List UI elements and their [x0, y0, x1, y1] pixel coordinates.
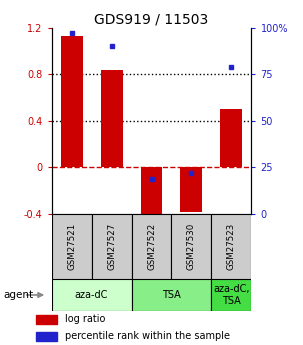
Bar: [211, 279, 251, 311]
Text: percentile rank within the sample: percentile rank within the sample: [65, 332, 230, 341]
Text: aza-dC: aza-dC: [75, 290, 108, 300]
Bar: [36, 332, 57, 341]
Bar: [52, 279, 132, 311]
Bar: [211, 214, 251, 279]
Text: TSA: TSA: [162, 290, 181, 300]
Bar: [101, 69, 122, 167]
Text: GSM27521: GSM27521: [67, 223, 76, 270]
Bar: [221, 109, 242, 167]
Bar: [61, 36, 82, 167]
Text: agent: agent: [3, 290, 33, 300]
Text: GSM27522: GSM27522: [147, 223, 156, 270]
Bar: [52, 214, 92, 279]
Bar: [141, 167, 162, 217]
Bar: [132, 214, 171, 279]
Bar: [181, 167, 202, 211]
Bar: [171, 214, 211, 279]
Text: log ratio: log ratio: [65, 314, 105, 324]
Bar: [132, 279, 211, 311]
Title: GDS919 / 11503: GDS919 / 11503: [94, 12, 209, 27]
Text: aza-dC,
TSA: aza-dC, TSA: [213, 284, 250, 306]
Bar: [36, 315, 57, 324]
Text: GSM27530: GSM27530: [187, 223, 196, 270]
Bar: [92, 214, 132, 279]
Text: GSM27523: GSM27523: [227, 223, 236, 270]
Text: GSM27527: GSM27527: [107, 223, 116, 270]
